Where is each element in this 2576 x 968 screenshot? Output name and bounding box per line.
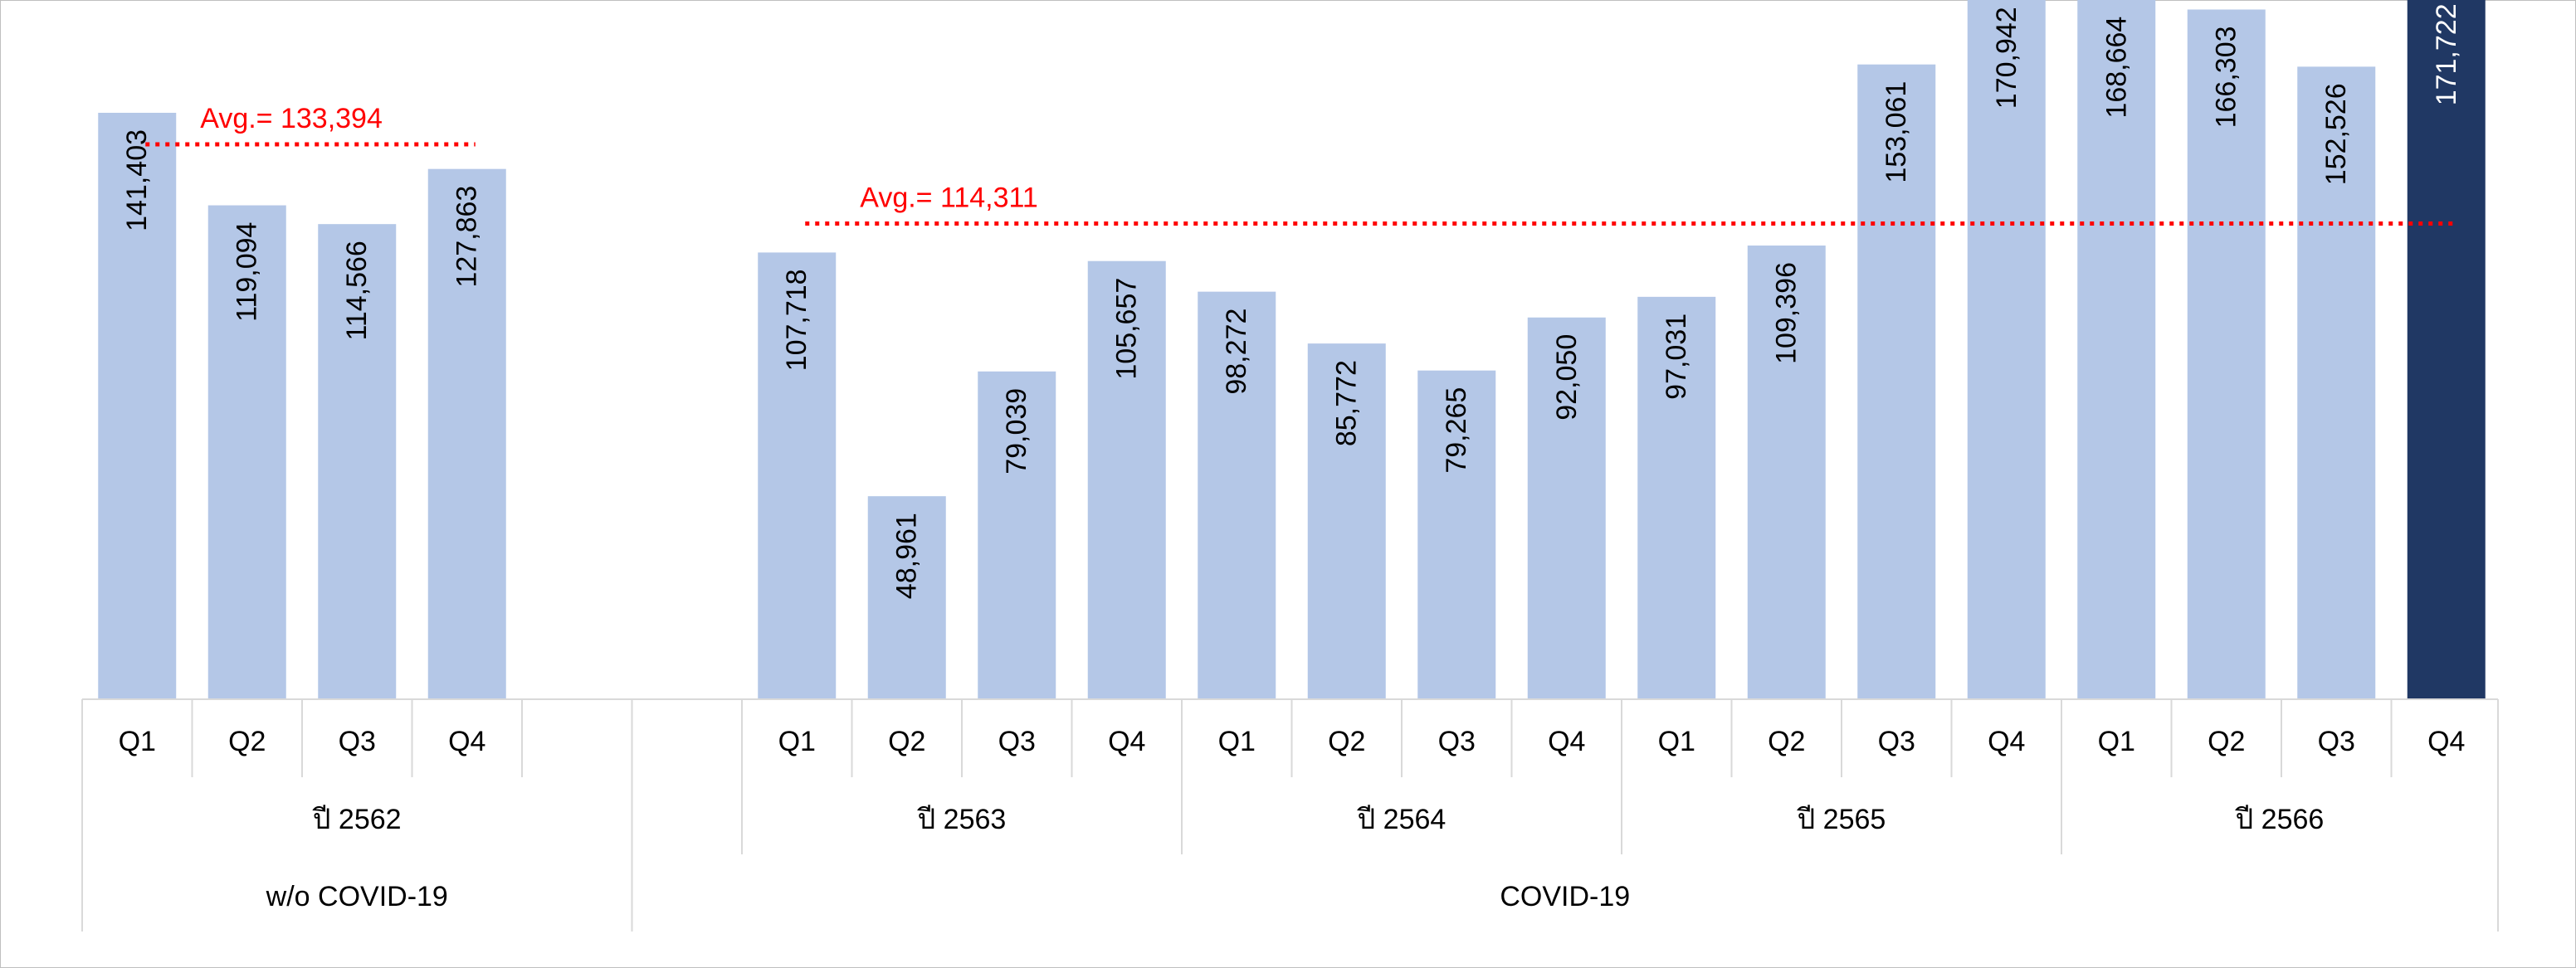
bar (207, 205, 286, 699)
bar-value-label: 119,094 (232, 222, 263, 322)
average-lines-layer: Avg.= 133,394 Avg.= 114,311 (145, 103, 2455, 226)
bar (2407, 0, 2486, 699)
bar-value-label: 92,050 (1551, 334, 1583, 421)
bar-value-label: 105,657 (1111, 278, 1143, 380)
quarter-tick-label: Q2 (888, 726, 925, 757)
bar-value-label: 109,396 (1771, 262, 1803, 364)
year-label: ปี 2564 (1357, 804, 1446, 835)
quarter-tick-label: Q3 (1878, 726, 1915, 757)
bar-value-label: 168,664 (2100, 17, 2132, 119)
average-label: Avg.= 114,311 (860, 182, 1038, 213)
bar (2187, 9, 2266, 700)
bar-value-label: 79,265 (1441, 387, 1472, 474)
bar-value-label: 153,061 (1881, 81, 1912, 183)
bar-value-label: 171,722 (2431, 3, 2462, 105)
quarter-tick-label: Q1 (1658, 726, 1695, 757)
quarter-tick-label: Q2 (1328, 726, 1365, 757)
bar (1087, 260, 1166, 700)
bar (1857, 64, 1936, 699)
bar (1198, 291, 1276, 699)
bar-value-label: 97,031 (1661, 314, 1692, 400)
year-label: ปี 2562 (312, 804, 401, 835)
bar-value-label: 166,303 (2211, 26, 2242, 128)
bar (1307, 343, 1386, 699)
year-label: ปี 2565 (1797, 804, 1886, 835)
bar (2297, 66, 2376, 700)
quarter-tick-label: Q3 (998, 726, 1036, 757)
year-label: ปี 2566 (2235, 804, 2324, 835)
bar (1747, 246, 1826, 699)
category-axis: Q1 Q2 Q3 Q4 Q1 Q2 Q3 Q4 Q1 Q2 Q3 Q4 Q1 Q2 Q3 Q4 Q1 Q2 Q3 Q4… (81, 698, 2499, 932)
quarter-tick-label: Q1 (778, 726, 816, 757)
quarter-tick-label: Q3 (339, 726, 376, 757)
bar-value-label: 79,039 (1001, 388, 1032, 474)
bar (758, 252, 837, 699)
quarter-tick-label: Q2 (2208, 726, 2245, 757)
bar (1417, 370, 1496, 699)
bar-value-label: 127,863 (451, 186, 483, 288)
bar-value-label: 170,942 (1991, 7, 2022, 109)
bar (1637, 296, 1716, 699)
bar (867, 496, 946, 699)
bar (1527, 317, 1606, 699)
bar (978, 371, 1056, 699)
quarter-tick-label: Q4 (448, 726, 485, 757)
quarter-tick-label: Q4 (1988, 726, 2025, 757)
bar (2077, 0, 2156, 700)
bar-value-label: 107,718 (781, 269, 812, 371)
quarter-tick-label: Q3 (1438, 726, 1476, 757)
bar (98, 112, 177, 700)
quarter-tick-label: Q4 (1548, 726, 1585, 757)
quarter-tick-label: Q1 (119, 726, 156, 757)
quarter-tick-label: Q2 (228, 726, 266, 757)
period-label: w/o COVID-19 (266, 881, 448, 912)
bar-value-label: 98,272 (1221, 309, 1252, 395)
bar (1967, 0, 2046, 700)
quarter-tick-label: Q1 (2098, 726, 2135, 757)
bar-value-label: 48,961 (891, 513, 923, 599)
quarter-tick-label: Q2 (1768, 726, 1805, 757)
year-label: ปี 2563 (917, 804, 1006, 835)
quarter-tick-label: Q1 (1218, 726, 1256, 757)
bar-value-label: 152,526 (2320, 83, 2352, 185)
quarter-tick-label: Q4 (2427, 726, 2465, 757)
quarter-tick-label: Q3 (2318, 726, 2355, 757)
quarter-tick-label: Q4 (1108, 726, 1145, 757)
average-label: Avg.= 133,394 (200, 103, 383, 134)
bar-value-label: 85,772 (1331, 360, 1363, 446)
period-label: COVID-19 (1500, 881, 1630, 912)
bar (318, 224, 397, 699)
bar-value-label: 114,566 (341, 241, 373, 340)
bar (427, 168, 506, 699)
